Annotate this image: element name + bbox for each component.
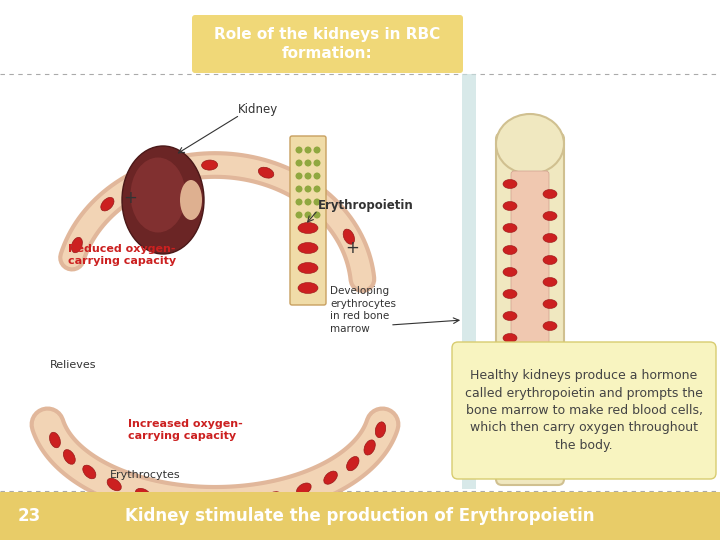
Text: Relieves: Relieves [50, 360, 96, 370]
Ellipse shape [543, 300, 557, 308]
Ellipse shape [107, 478, 121, 491]
Ellipse shape [364, 440, 375, 455]
Circle shape [305, 159, 312, 166]
Ellipse shape [167, 495, 182, 505]
FancyBboxPatch shape [496, 133, 564, 485]
Ellipse shape [503, 400, 517, 408]
Ellipse shape [101, 198, 114, 211]
Ellipse shape [503, 443, 517, 453]
Ellipse shape [298, 242, 318, 253]
Ellipse shape [122, 146, 204, 254]
Ellipse shape [298, 222, 318, 233]
Ellipse shape [135, 488, 150, 500]
Ellipse shape [543, 431, 557, 441]
Ellipse shape [258, 167, 274, 178]
Ellipse shape [200, 498, 216, 508]
Ellipse shape [503, 267, 517, 276]
Ellipse shape [543, 321, 557, 330]
Circle shape [305, 172, 312, 179]
Ellipse shape [130, 158, 186, 233]
Ellipse shape [503, 246, 517, 254]
Ellipse shape [543, 255, 557, 265]
Ellipse shape [297, 483, 311, 495]
Ellipse shape [343, 229, 354, 244]
Text: Developing
erythrocytes
in red bone
marrow: Developing erythrocytes in red bone marr… [330, 286, 396, 334]
Circle shape [295, 186, 302, 192]
Ellipse shape [50, 433, 60, 448]
Ellipse shape [375, 422, 386, 437]
FancyBboxPatch shape [290, 136, 326, 305]
Ellipse shape [503, 289, 517, 299]
Circle shape [313, 159, 320, 166]
Ellipse shape [233, 497, 249, 507]
Circle shape [313, 186, 320, 192]
Ellipse shape [298, 282, 318, 294]
FancyBboxPatch shape [192, 15, 463, 73]
Ellipse shape [298, 262, 318, 273]
Circle shape [313, 146, 320, 153]
Ellipse shape [503, 422, 517, 430]
Ellipse shape [503, 312, 517, 321]
Circle shape [295, 159, 302, 166]
Circle shape [295, 212, 302, 219]
Text: Healthy kidneys produce a hormone
called erythropoietin and prompts the
bone mar: Healthy kidneys produce a hormone called… [465, 369, 703, 452]
Ellipse shape [503, 377, 517, 387]
Ellipse shape [543, 212, 557, 220]
Text: Kidney: Kidney [238, 104, 278, 117]
Circle shape [295, 199, 302, 206]
Ellipse shape [543, 343, 557, 353]
Ellipse shape [496, 114, 564, 174]
Ellipse shape [308, 191, 322, 204]
FancyBboxPatch shape [511, 171, 549, 457]
Circle shape [305, 146, 312, 153]
Ellipse shape [543, 190, 557, 199]
Ellipse shape [180, 180, 202, 220]
Ellipse shape [83, 465, 96, 479]
Bar [462, 74, 476, 489]
Ellipse shape [543, 454, 557, 462]
Text: Erythrocytes: Erythrocytes [110, 470, 181, 480]
Circle shape [295, 146, 302, 153]
FancyBboxPatch shape [452, 342, 716, 479]
Ellipse shape [543, 409, 557, 418]
Circle shape [305, 186, 312, 192]
Ellipse shape [146, 171, 161, 182]
Circle shape [313, 199, 320, 206]
Text: Increased oxygen-
carrying capacity: Increased oxygen- carrying capacity [128, 419, 243, 441]
Ellipse shape [266, 492, 282, 503]
Ellipse shape [543, 366, 557, 375]
Circle shape [313, 212, 320, 219]
Text: +: + [345, 239, 359, 257]
Ellipse shape [202, 160, 217, 170]
Ellipse shape [71, 238, 82, 253]
Text: Kidney stimulate the production of Erythropoietin: Kidney stimulate the production of Eryth… [125, 507, 595, 525]
Text: Erythropoietin: Erythropoietin [318, 199, 414, 212]
Text: Role of the kidneys in RBC
formation:: Role of the kidneys in RBC formation: [215, 27, 441, 61]
Text: 23: 23 [18, 507, 41, 525]
Ellipse shape [324, 471, 338, 484]
Ellipse shape [503, 201, 517, 211]
Bar [0, 492, 720, 540]
Ellipse shape [346, 456, 359, 471]
Ellipse shape [543, 278, 557, 287]
Ellipse shape [503, 355, 517, 364]
Text: Reduced oxygen-
carrying capacity: Reduced oxygen- carrying capacity [68, 244, 176, 266]
Text: +: + [123, 189, 137, 207]
Ellipse shape [503, 334, 517, 342]
Circle shape [295, 172, 302, 179]
Ellipse shape [543, 388, 557, 396]
Ellipse shape [503, 224, 517, 233]
Circle shape [313, 172, 320, 179]
Circle shape [305, 199, 312, 206]
Circle shape [305, 212, 312, 219]
Ellipse shape [543, 233, 557, 242]
Ellipse shape [503, 179, 517, 188]
Ellipse shape [63, 450, 76, 464]
